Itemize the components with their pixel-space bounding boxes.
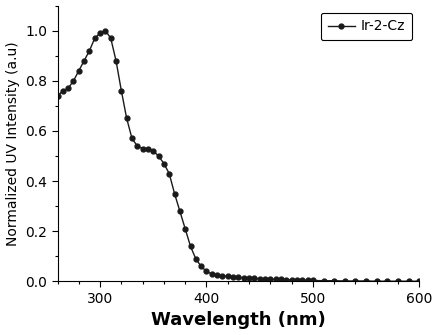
Line: Ir-2-Cz: Ir-2-Cz [55,28,422,284]
Ir-2-Cz [87,49,92,53]
Y-axis label: Normalized UV Intensity (a.u): Normalized UV Intensity (a.u) [6,41,20,246]
Ir-2-Cz [103,28,108,32]
Ir-2-Cz [284,278,289,282]
Ir-2-Cz [108,36,113,40]
Ir-2-Cz [140,146,145,150]
Ir-2-Cz [55,94,60,98]
Ir-2-Cz [66,86,71,90]
Ir-2-Cz [220,274,225,278]
X-axis label: Wavelength (nm): Wavelength (nm) [151,312,326,329]
Legend: Ir-2-Cz: Ir-2-Cz [321,12,412,41]
Ir-2-Cz [417,279,422,283]
Ir-2-Cz [374,279,379,283]
